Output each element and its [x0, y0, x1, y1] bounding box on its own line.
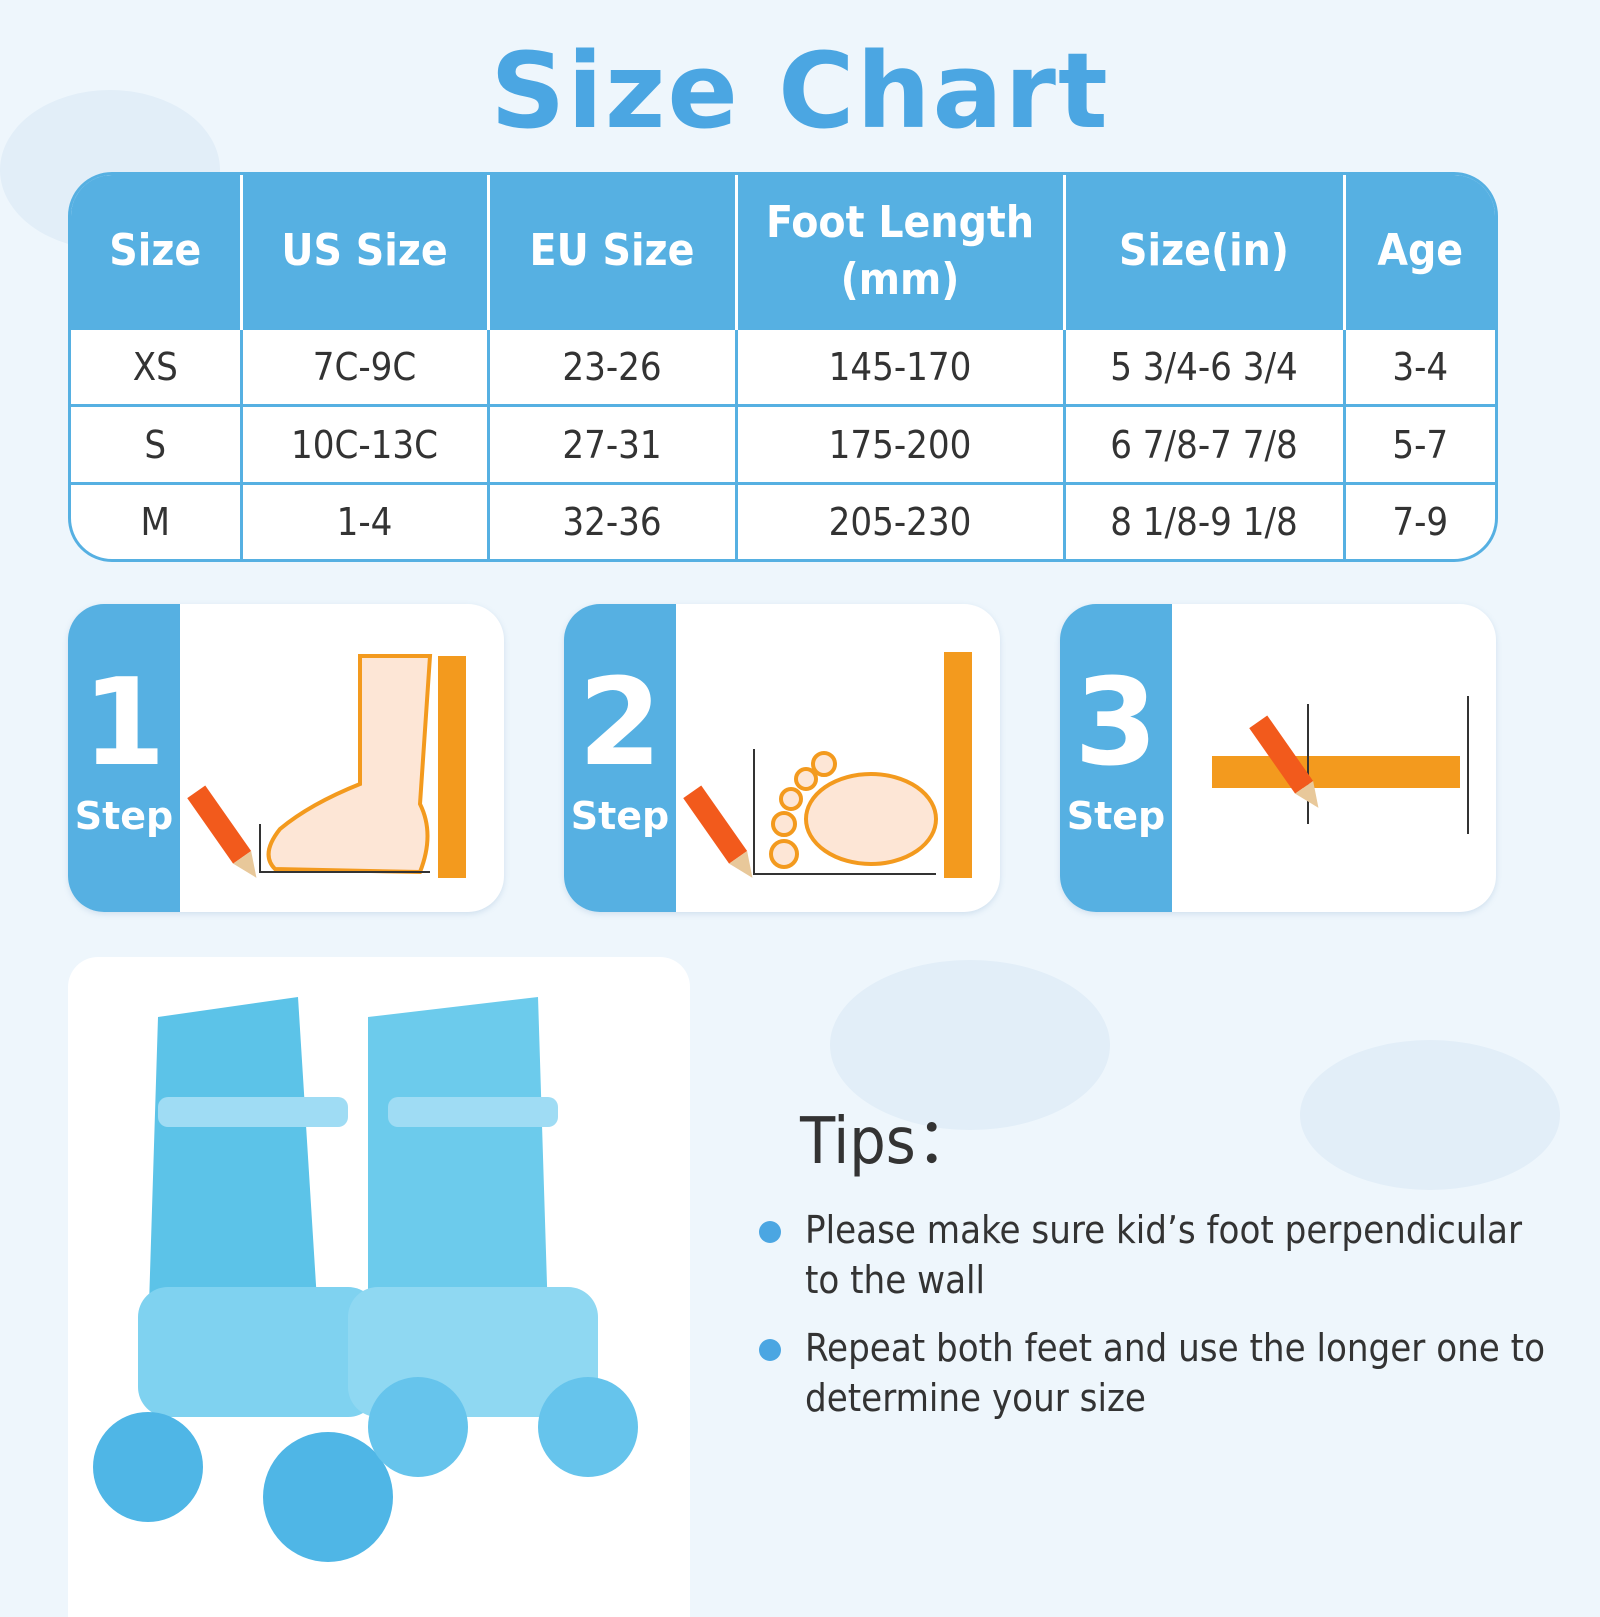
step-number: 3	[1074, 654, 1158, 793]
table-cell: 5-7	[1344, 404, 1495, 484]
table-cell: 5 3/4-6 3/4	[1064, 326, 1346, 406]
table-cell: S	[71, 404, 243, 484]
table-cell: 6 7/8-7 7/8	[1064, 404, 1346, 484]
tip-item: Repeat both feet and use the longer one …	[759, 1323, 1545, 1423]
horizontal-ruler-icon	[1212, 696, 1469, 834]
foot-side-ruler-icon	[187, 654, 466, 878]
step-card-2: 2 Step	[564, 604, 1000, 912]
table-cell: 10C-13C	[241, 404, 490, 484]
step-label: Step	[74, 794, 174, 838]
header-age: Age	[1344, 175, 1495, 328]
table-cell: M	[71, 482, 243, 559]
tip-item: Please make sure kid’s foot perpendicula…	[759, 1205, 1545, 1305]
header-eu-size: EU Size	[488, 175, 738, 328]
bullet-icon	[759, 1221, 781, 1243]
table-cell: 32-36	[488, 482, 738, 559]
table-cell: 7C-9C	[241, 326, 490, 406]
bullet-icon	[759, 1339, 781, 1361]
table-row: M 1-4 32-36 205-230 8 1/8-9 1/8 7-9	[71, 482, 1495, 559]
header-foot-length: Foot Length (mm)	[736, 175, 1066, 328]
header-size: Size	[71, 175, 243, 328]
page-title: Size Chart	[490, 30, 1110, 152]
header-size-in: Size(in)	[1064, 175, 1346, 328]
size-table: Size US Size EU Size Foot Length (mm) Si…	[68, 172, 1498, 562]
step-number: 2	[578, 654, 662, 793]
step-card-3: 3 Step	[1060, 604, 1496, 912]
table-cell: XS	[71, 326, 243, 406]
table-cell: 8 1/8-9 1/8	[1064, 482, 1346, 559]
table-row: XS 7C-9C 23-26 145-170 5 3/4-6 3/4 3-4	[71, 326, 1495, 406]
table-row: S 10C-13C 27-31 175-200 6 7/8-7 7/8 5-7	[71, 404, 1495, 484]
step-label: Step	[570, 794, 670, 838]
step-label: Step	[1066, 794, 1166, 838]
header-us-size: US Size	[241, 175, 490, 328]
table-cell: 205-230	[736, 482, 1066, 559]
tips-title: Tips：	[800, 1105, 980, 1179]
table-cell: 175-200	[736, 404, 1066, 484]
cloud-decoration	[830, 960, 1110, 1130]
cloud-decoration	[1300, 1040, 1560, 1190]
footprint-ruler-icon	[683, 652, 972, 878]
step-card-1: 1 Step	[68, 604, 504, 912]
step-number: 1	[82, 654, 166, 793]
table-cell: 1-4	[241, 482, 490, 559]
table-cell: 7-9	[1344, 482, 1495, 559]
table-cell: 145-170	[736, 326, 1066, 406]
table-cell: 27-31	[488, 404, 738, 484]
table-cell: 23-26	[488, 326, 738, 406]
table-cell: 3-4	[1344, 326, 1495, 406]
product-image-roller-skates	[68, 957, 690, 1617]
